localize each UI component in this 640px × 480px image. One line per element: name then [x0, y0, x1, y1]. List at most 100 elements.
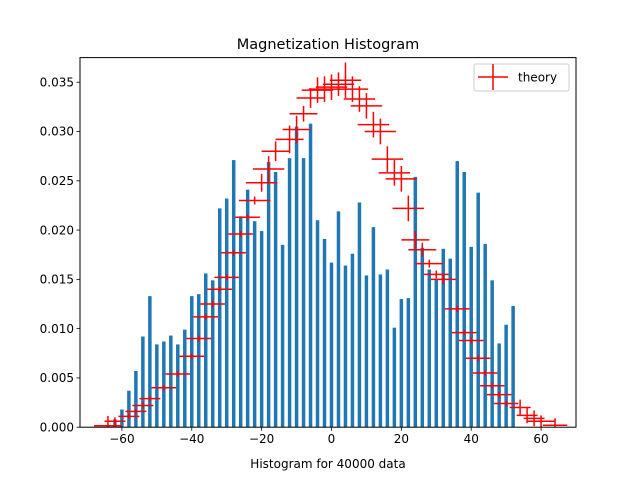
theory-point	[245, 173, 278, 192]
theory-point	[431, 274, 456, 285]
y-tick-label: 0.025	[40, 174, 74, 188]
theory-point	[301, 77, 334, 103]
bar	[204, 273, 208, 428]
bar	[190, 296, 194, 428]
theory-point	[479, 382, 505, 389]
theory-point	[193, 313, 218, 320]
x-axis-label: Histogram for 40000 data	[250, 457, 405, 471]
bar	[385, 269, 390, 428]
chart-title: Magnetization Histogram	[237, 37, 420, 53]
theory-point	[125, 408, 147, 415]
theory-point	[118, 413, 140, 420]
theory-point	[214, 274, 239, 281]
theory-point	[472, 370, 498, 376]
bar	[224, 198, 229, 428]
bar	[127, 390, 131, 428]
bar	[371, 227, 376, 428]
bar	[287, 158, 292, 428]
theory-point	[415, 259, 444, 268]
bar	[448, 258, 452, 428]
bar	[266, 162, 271, 428]
x-tick-label: 60	[533, 432, 548, 446]
bar	[476, 192, 480, 428]
y-tick-label: 0.020	[40, 223, 74, 237]
bar	[504, 324, 508, 428]
y-tick-label: 0.035	[40, 75, 74, 89]
bar	[378, 274, 383, 428]
x-axis: −60 −40 −20 0 20 40 60	[109, 427, 549, 446]
bar	[252, 221, 257, 428]
y-tick-label: 0.015	[40, 273, 74, 287]
bar	[120, 409, 124, 428]
bar	[301, 158, 306, 428]
theory-point	[452, 329, 477, 336]
bar	[469, 246, 473, 428]
bar	[336, 211, 341, 428]
bar	[490, 280, 494, 428]
theory-point	[424, 270, 449, 279]
bar	[399, 299, 404, 428]
bar	[392, 327, 397, 428]
theory-point	[207, 286, 232, 293]
bar	[483, 243, 487, 428]
bar	[294, 126, 299, 428]
theory-point	[486, 391, 512, 398]
bar	[217, 208, 222, 428]
theory-point	[296, 88, 325, 108]
bar	[238, 216, 243, 428]
bar	[280, 244, 285, 428]
theory-point	[357, 111, 390, 138]
bar	[462, 171, 466, 428]
bar	[511, 305, 515, 428]
axes-frame	[79, 57, 577, 428]
theory-point	[322, 72, 355, 97]
legend: theory	[473, 63, 570, 92]
bar	[364, 275, 369, 428]
y-axis: 0.000 0.005 0.010 0.015 0.020 0.025 0.030 0.035	[40, 75, 80, 434]
bar	[176, 344, 180, 428]
theory-point	[364, 118, 397, 145]
theory-point	[228, 231, 253, 237]
y-tick-label: 0.000	[40, 420, 74, 434]
theory-point	[329, 62, 362, 99]
theory-point	[151, 384, 177, 391]
theory-point	[465, 355, 491, 362]
theory-point	[139, 395, 161, 402]
theory-point	[252, 156, 285, 182]
x-tick-label: 20	[394, 432, 409, 446]
theory-point	[527, 415, 556, 428]
bar	[434, 279, 439, 428]
bar	[322, 238, 327, 428]
bar	[245, 189, 250, 428]
theory-point	[542, 418, 568, 428]
theory-point	[408, 242, 437, 257]
bar	[315, 220, 320, 428]
theory-point	[104, 417, 126, 426]
bar	[231, 160, 236, 428]
bar	[197, 294, 201, 428]
theory-point	[282, 115, 311, 144]
theory-point	[371, 146, 404, 172]
bar	[169, 335, 173, 428]
theory-point	[261, 141, 290, 162]
theory-point	[165, 371, 191, 377]
bar	[406, 298, 411, 428]
theory-point	[315, 74, 348, 100]
theory-point	[458, 337, 484, 344]
x-tick-label: −20	[249, 432, 274, 446]
theory-point	[343, 86, 376, 112]
theory-point	[378, 160, 411, 186]
x-tick-label: 0	[328, 432, 336, 446]
theory-point	[350, 93, 383, 119]
theory-series	[93, 62, 568, 428]
theory-point	[401, 231, 430, 249]
theory-point	[445, 305, 470, 312]
bar	[162, 341, 166, 428]
bar	[420, 247, 425, 428]
theory-point	[200, 301, 225, 307]
theory-point	[132, 402, 154, 409]
bar	[413, 176, 418, 428]
x-tick-label: −60	[109, 432, 134, 446]
theory-point	[336, 76, 369, 102]
